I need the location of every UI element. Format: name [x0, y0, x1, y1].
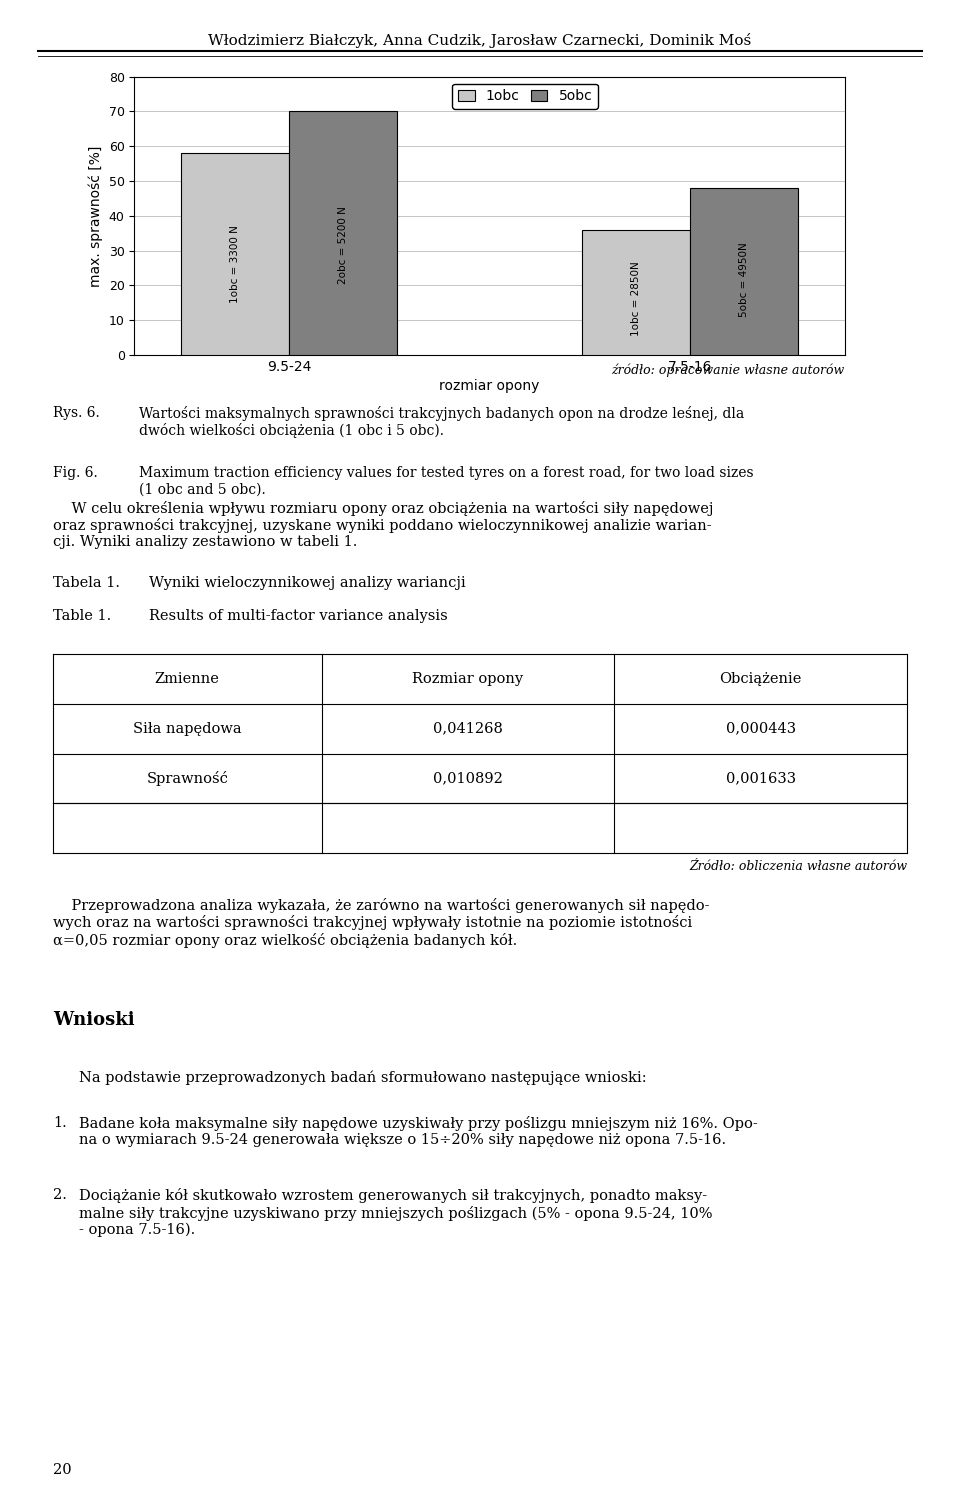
Y-axis label: max. sprawność [%]: max. sprawność [%] — [88, 146, 103, 286]
Text: Wyniki wieloczynnikowej analizy wariancji: Wyniki wieloczynnikowej analizy wariancj… — [149, 576, 466, 590]
Text: 5obc = 4950N: 5obc = 4950N — [739, 242, 750, 317]
Text: Źródło: obliczenia własne autorów: Źródło: obliczenia własne autorów — [689, 860, 907, 874]
Text: 0,041268: 0,041268 — [433, 722, 503, 735]
Text: źródło: opracowanie własne autorów: źródło: opracowanie własne autorów — [612, 364, 845, 378]
Text: Maximum traction efficiency values for tested tyres on a forest road, for two lo: Maximum traction efficiency values for t… — [139, 466, 754, 496]
Bar — [690, 188, 799, 355]
Bar — [583, 230, 690, 355]
Bar — [289, 111, 396, 355]
Legend: 1obc, 5obc: 1obc, 5obc — [452, 84, 598, 108]
Text: Dociążanie kół skutkowało wzrostem generowanych sił trakcyjnych, ponadto maksy-
: Dociążanie kół skutkowało wzrostem gener… — [79, 1188, 712, 1238]
Text: 0,001633: 0,001633 — [726, 772, 796, 785]
Text: Results of multi-factor variance analysis: Results of multi-factor variance analysi… — [149, 609, 447, 623]
Text: Table 1.: Table 1. — [53, 609, 111, 623]
Text: 1obc = 3300 N: 1obc = 3300 N — [229, 226, 240, 304]
Text: Rozmiar opony: Rozmiar opony — [413, 672, 523, 686]
Text: 20: 20 — [53, 1463, 71, 1477]
Text: Badane koła maksymalne siły napędowe uzyskiwały przy poślizgu mniejszym niż 16%.: Badane koła maksymalne siły napędowe uzy… — [79, 1116, 757, 1148]
Text: Siła napędowa: Siła napędowa — [132, 722, 242, 735]
Text: Przeprowadzona analiza wykazała, że zarówno na wartości generowanych sił napędo-: Przeprowadzona analiza wykazała, że zaró… — [53, 898, 709, 948]
Text: Fig. 6.: Fig. 6. — [53, 466, 98, 480]
Text: Wartości maksymalnych sprawności trakcyjnych badanych opon na drodze leśnej, dla: Wartości maksymalnych sprawności trakcyj… — [139, 406, 744, 439]
Text: Wnioski: Wnioski — [53, 1011, 134, 1029]
Text: Zmienne: Zmienne — [155, 672, 220, 686]
Text: Włodzimierz Białczyk, Anna Cudzik, Jarosław Czarnecki, Dominik Moś: Włodzimierz Białczyk, Anna Cudzik, Jaros… — [208, 33, 752, 48]
Text: 2.: 2. — [53, 1188, 66, 1202]
Text: 0,000443: 0,000443 — [726, 722, 796, 735]
Text: 1.: 1. — [53, 1116, 66, 1130]
Bar — [180, 153, 289, 355]
X-axis label: rozmiar opony: rozmiar opony — [440, 379, 540, 394]
Text: Rys. 6.: Rys. 6. — [53, 406, 100, 420]
Text: Sprawność: Sprawność — [146, 772, 228, 785]
Text: Tabela 1.: Tabela 1. — [53, 576, 120, 590]
Text: 1obc = 2850N: 1obc = 2850N — [632, 262, 641, 335]
Text: Na podstawie przeprowadzonych badań sformułowano następujące wnioski:: Na podstawie przeprowadzonych badań sfor… — [79, 1071, 646, 1086]
Text: W celu określenia wpływu rozmiaru opony oraz obciążenia na wartości siły napędow: W celu określenia wpływu rozmiaru opony … — [53, 501, 713, 549]
Text: 0,010892: 0,010892 — [433, 772, 503, 785]
Text: 2obc = 5200 N: 2obc = 5200 N — [338, 206, 348, 284]
Text: Obciążenie: Obciążenie — [720, 672, 802, 686]
